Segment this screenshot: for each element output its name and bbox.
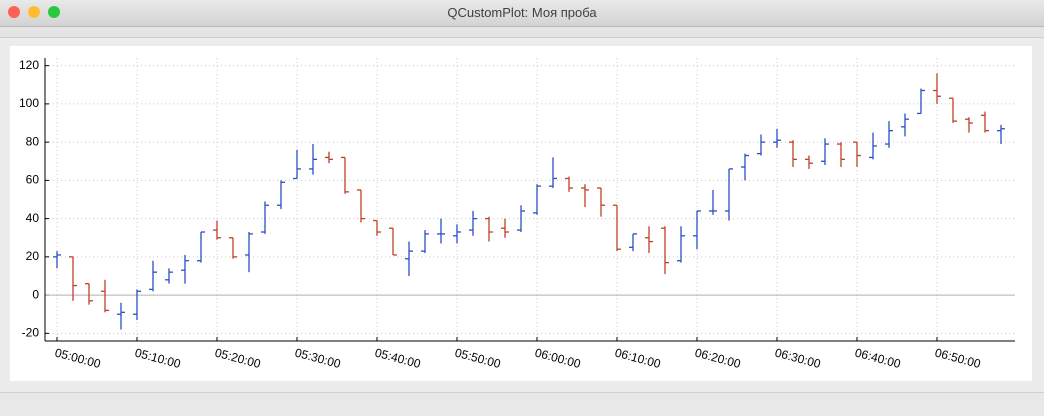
x-tick-label: 05:00:00 <box>53 345 102 371</box>
close-button[interactable] <box>8 6 20 18</box>
y-tick-label: 60 <box>26 173 40 187</box>
y-tick-label: 20 <box>26 249 40 263</box>
y-tick-label: 40 <box>26 211 40 225</box>
x-tick-label: 06:30:00 <box>773 345 822 371</box>
title-bar: QCustomPlot: Моя проба <box>0 0 1044 27</box>
minimize-button[interactable] <box>28 6 40 18</box>
x-tick-label: 06:20:00 <box>693 345 742 371</box>
y-tick-label: -20 <box>22 326 40 340</box>
zoom-button[interactable] <box>48 6 60 18</box>
x-tick-label: 05:40:00 <box>373 345 422 371</box>
y-tick-label: 100 <box>19 96 39 110</box>
y-tick-label: 0 <box>32 287 39 301</box>
window-title: QCustomPlot: Моя проба <box>447 5 597 20</box>
x-tick-label: 06:10:00 <box>613 345 662 371</box>
x-tick-label: 06:00:00 <box>533 345 582 371</box>
toolbar <box>0 27 1044 38</box>
x-tick-label: 05:30:00 <box>293 345 342 371</box>
x-tick-label: 06:40:00 <box>853 345 902 371</box>
x-tick-label: 05:10:00 <box>133 345 182 371</box>
x-tick-label: 05:20:00 <box>213 345 262 371</box>
y-tick-label: 80 <box>26 134 40 148</box>
x-tick-label: 05:50:00 <box>453 345 502 371</box>
y-tick-label: 120 <box>19 58 39 72</box>
chart: -20 0 20 40 60 80 100 120 05:00:00 05:10:00 05:20:… <box>10 46 1032 381</box>
status-bar <box>0 392 1044 416</box>
x-tick-label: 06:50:00 <box>933 345 982 371</box>
